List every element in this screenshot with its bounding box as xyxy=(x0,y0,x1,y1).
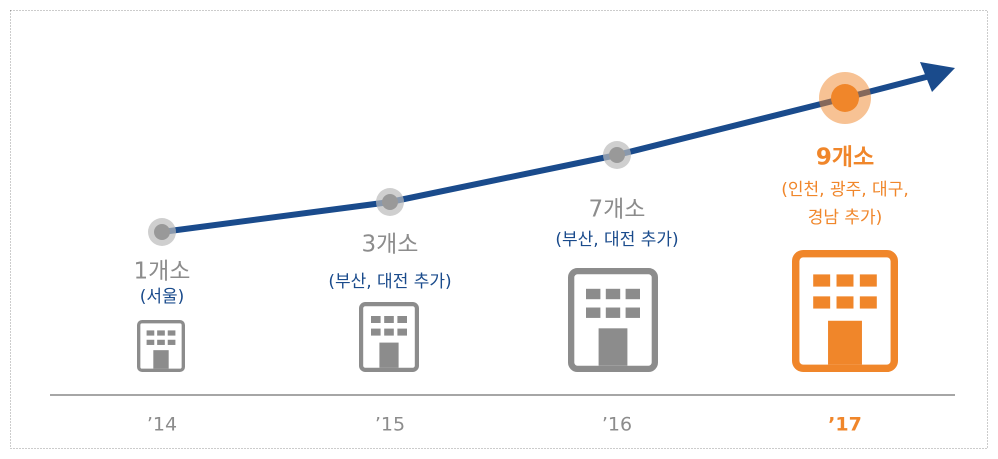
building-icon xyxy=(136,319,185,372)
building-window xyxy=(813,274,831,287)
detail-label: (서울) xyxy=(140,287,185,307)
building-door xyxy=(598,328,628,366)
building-window xyxy=(605,288,621,300)
building-icon xyxy=(568,267,659,372)
building-window xyxy=(384,316,394,323)
building-window xyxy=(586,307,601,318)
year-label: ’14 xyxy=(147,414,177,436)
building-window xyxy=(625,288,640,300)
building-window xyxy=(157,339,165,345)
building-window xyxy=(167,339,176,345)
detail-label: (인천, 광주, 대구, xyxy=(781,180,909,200)
building-window xyxy=(397,328,407,336)
arrow-head xyxy=(920,62,955,92)
count-label: 1개소 xyxy=(134,259,191,285)
building-window xyxy=(397,316,407,323)
building-window xyxy=(586,288,601,300)
detail-label: 경남 추가) xyxy=(808,208,883,228)
building-window xyxy=(146,330,155,336)
building-icon xyxy=(359,302,420,373)
building-door xyxy=(379,342,399,368)
building-window xyxy=(605,307,621,318)
building-door xyxy=(828,320,862,365)
detail-label: (부산, 대전 추가) xyxy=(555,230,678,250)
building-window xyxy=(625,307,640,318)
building-window xyxy=(813,296,831,309)
building-window xyxy=(384,328,394,336)
detail-label: (부산, 대전 추가) xyxy=(328,272,451,292)
point xyxy=(382,194,398,210)
year-label: ’16 xyxy=(602,414,632,436)
building-window xyxy=(859,274,877,287)
count-label: 3개소 xyxy=(362,232,419,258)
building-window xyxy=(146,339,155,345)
point xyxy=(154,224,170,240)
building-window xyxy=(371,328,381,336)
building-door xyxy=(153,350,169,369)
building-icon xyxy=(792,250,899,373)
building-window xyxy=(836,274,854,287)
point xyxy=(609,147,625,163)
building-window xyxy=(167,330,176,336)
point xyxy=(831,84,859,112)
count-label: 9개소 xyxy=(816,145,874,171)
building-window xyxy=(859,296,877,309)
building-window xyxy=(836,296,854,309)
building-window xyxy=(371,316,381,323)
year-label: ’17 xyxy=(828,414,862,436)
building-window xyxy=(157,330,165,336)
year-label: ’15 xyxy=(375,414,405,436)
count-label: 7개소 xyxy=(589,197,646,223)
frame xyxy=(10,10,988,449)
